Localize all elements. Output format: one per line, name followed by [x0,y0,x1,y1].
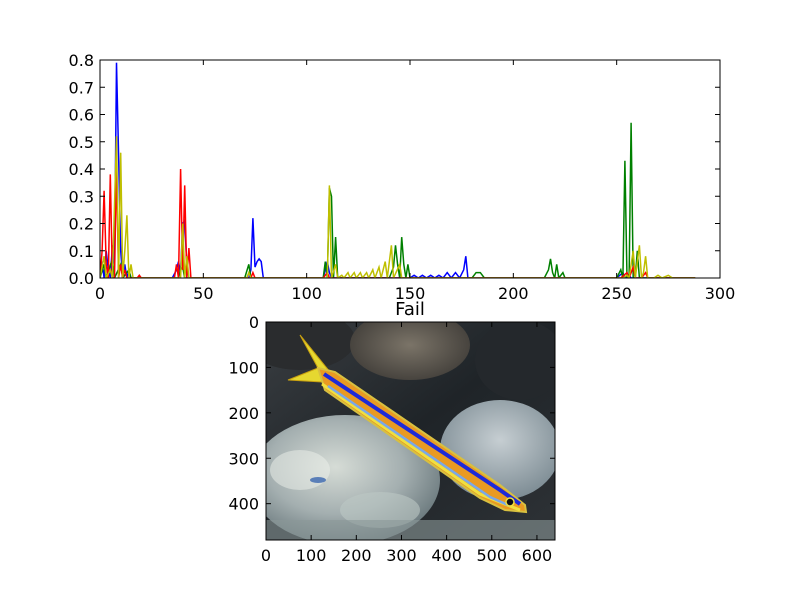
image-title: Fail [395,299,425,320]
series-line-1 [100,122,696,278]
y-tick-label: 0.1 [69,242,94,261]
series-line-0 [100,62,696,278]
img-y-tick-label: 400 [228,495,259,514]
series-line-3 [100,136,696,278]
img-y-tick-label: 0 [249,313,259,332]
y-tick-label: 0.4 [69,160,94,179]
x-tick-label: 100 [291,284,322,303]
x-tick-label: 250 [601,284,632,303]
image-subplot: Fail [228,299,556,565]
x-tick-label: 200 [498,284,529,303]
y-tick-label: 0.3 [69,187,94,206]
y-tick-label: 0.6 [69,106,94,125]
y-tick-label: 0.5 [69,133,94,152]
line-series-group [100,62,696,278]
img-x-tick-label: 400 [431,546,462,565]
series-line-2 [100,166,696,278]
img-x-tick-label: 300 [386,546,417,565]
y-tick-label: 0.0 [69,269,94,288]
fish [287,334,528,514]
img-x-tick-label: 500 [477,546,508,565]
x-tick-label: 0 [95,284,105,303]
img-x-tick-label: 200 [341,546,372,565]
x-tick-label: 50 [193,284,213,303]
x-tick-label: 300 [705,284,736,303]
image-frame [265,321,556,541]
y-tick-label: 0.7 [69,78,94,97]
y-tick-label: 0.2 [69,215,94,234]
img-x-tick-label: 0 [261,546,271,565]
chart-axes: 0 50 100 150 200 250 300 0.0 0.1 0.2 0.3 0.4 0.5 0.6 0… [69,51,736,303]
spectrum-line-chart: 0 50 100 150 200 250 300 0.0 0.1 0.2 0.3 0.4 0.5 0.6 0… [69,51,736,303]
img-x-tick-label: 600 [522,546,553,565]
y-tick-label: 0.8 [69,51,94,70]
image-axes: 0 100 200 300 400 500 600 0 100 200 300 400 [228,313,555,565]
img-y-tick-label: 300 [228,449,259,468]
img-y-tick-label: 100 [228,358,259,377]
img-x-tick-label: 100 [296,546,327,565]
x-tick-label: 150 [395,284,426,303]
fish-photo [266,322,555,540]
img-y-tick-label: 200 [228,404,259,423]
